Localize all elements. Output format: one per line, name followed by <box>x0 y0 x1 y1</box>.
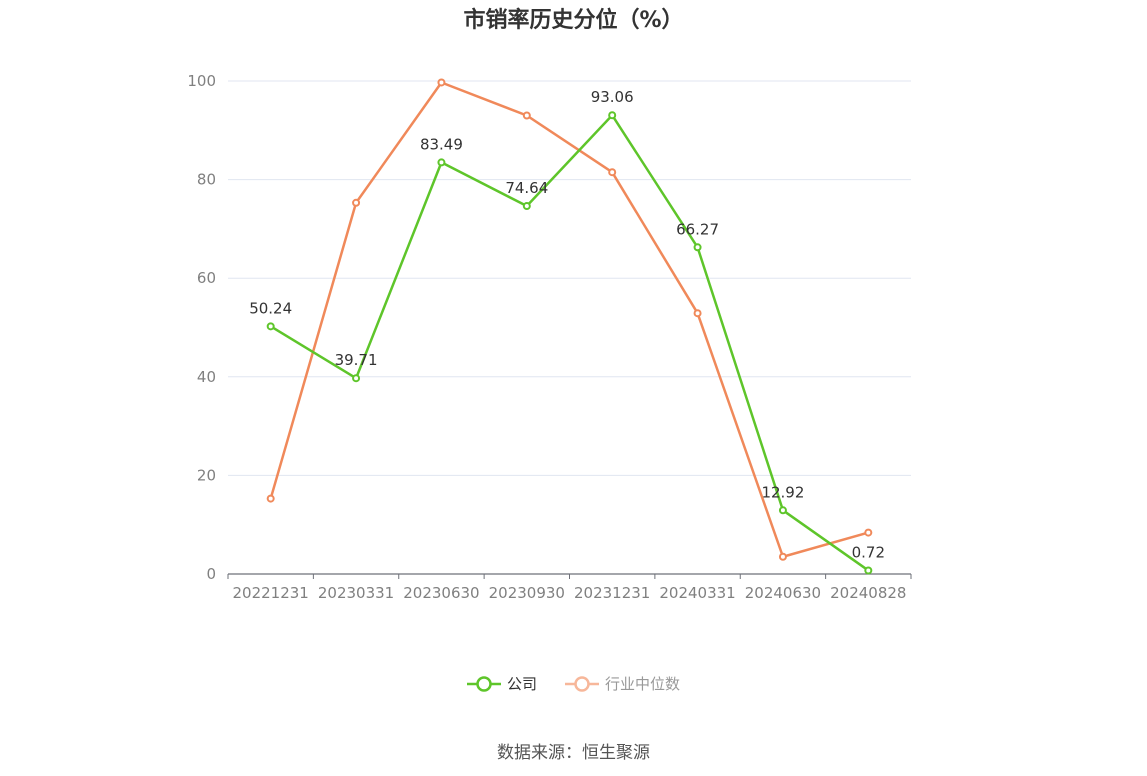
data-point-company <box>522 202 531 211</box>
data-label: 0.72 <box>852 543 885 561</box>
data-label: 50.24 <box>249 299 292 317</box>
data-label: 74.64 <box>505 179 548 197</box>
x-tick-label: 20240331 <box>659 584 735 602</box>
x-tick-label: 20221231 <box>233 584 309 602</box>
data-point-industry-median <box>437 78 446 87</box>
data-point-industry-median <box>778 552 787 561</box>
legend-item-company[interactable]: 公司 <box>466 673 537 694</box>
data-point-company <box>266 322 275 331</box>
x-tick-label: 20240630 <box>745 584 821 602</box>
data-point-company <box>778 506 787 515</box>
data-point-industry-median <box>522 111 531 120</box>
data-point-industry-median <box>352 198 361 207</box>
data-point-company <box>693 243 702 252</box>
x-tick-label: 20230630 <box>403 584 479 602</box>
data-labels: 50.24 39.71 83.49 74.64 93.06 66.27 12.92 0.72 <box>249 88 885 561</box>
y-tick-label: 100 <box>187 72 216 90</box>
grid-lines <box>228 80 911 476</box>
data-point-industry-median <box>864 528 873 537</box>
data-point-company <box>352 374 361 383</box>
data-point-company <box>608 111 617 120</box>
y-tick-label: 40 <box>197 368 216 386</box>
y-tick-label: 60 <box>197 269 216 287</box>
x-tick-label: 20230930 <box>489 584 565 602</box>
y-tick-label: 80 <box>197 171 216 189</box>
series-lines <box>266 78 873 575</box>
series-line-company <box>270 113 870 572</box>
legend-company-marker-icon <box>466 675 501 692</box>
data-label: 39.71 <box>335 351 378 369</box>
legend-industry-marker-icon <box>565 675 599 692</box>
x-tick-label: 20230331 <box>318 584 394 602</box>
y-tick-label: 0 <box>206 565 216 583</box>
data-point-industry-median <box>266 494 275 503</box>
axes: 0 20 40 60 80 100 20221231 20230331 20230630 2023… <box>187 72 912 602</box>
legend-industry-label: 行业中位数 <box>605 675 681 693</box>
data-source-note: 数据来源：恒生聚源 <box>497 743 650 763</box>
data-point-industry-median <box>608 168 617 177</box>
data-label: 12.92 <box>761 483 804 501</box>
series-line-industry-median <box>269 81 869 558</box>
legend: 公司 行业中位数 <box>0 673 1147 694</box>
chart-title: 市销率历史分位（%） <box>463 8 684 33</box>
data-point-company <box>437 158 446 167</box>
data-point-company <box>864 566 873 575</box>
y-tick-label: 20 <box>197 466 216 484</box>
legend-company-label: 公司 <box>506 675 537 693</box>
data-point-industry-median <box>693 309 702 318</box>
data-label: 66.27 <box>676 220 719 238</box>
data-label: 93.06 <box>591 88 634 106</box>
x-tick-label: 20240828 <box>830 584 906 602</box>
x-tick-label: 20231231 <box>574 584 650 602</box>
data-label: 83.49 <box>420 135 463 153</box>
legend-item-industry-median[interactable]: 行业中位数 <box>565 673 680 694</box>
